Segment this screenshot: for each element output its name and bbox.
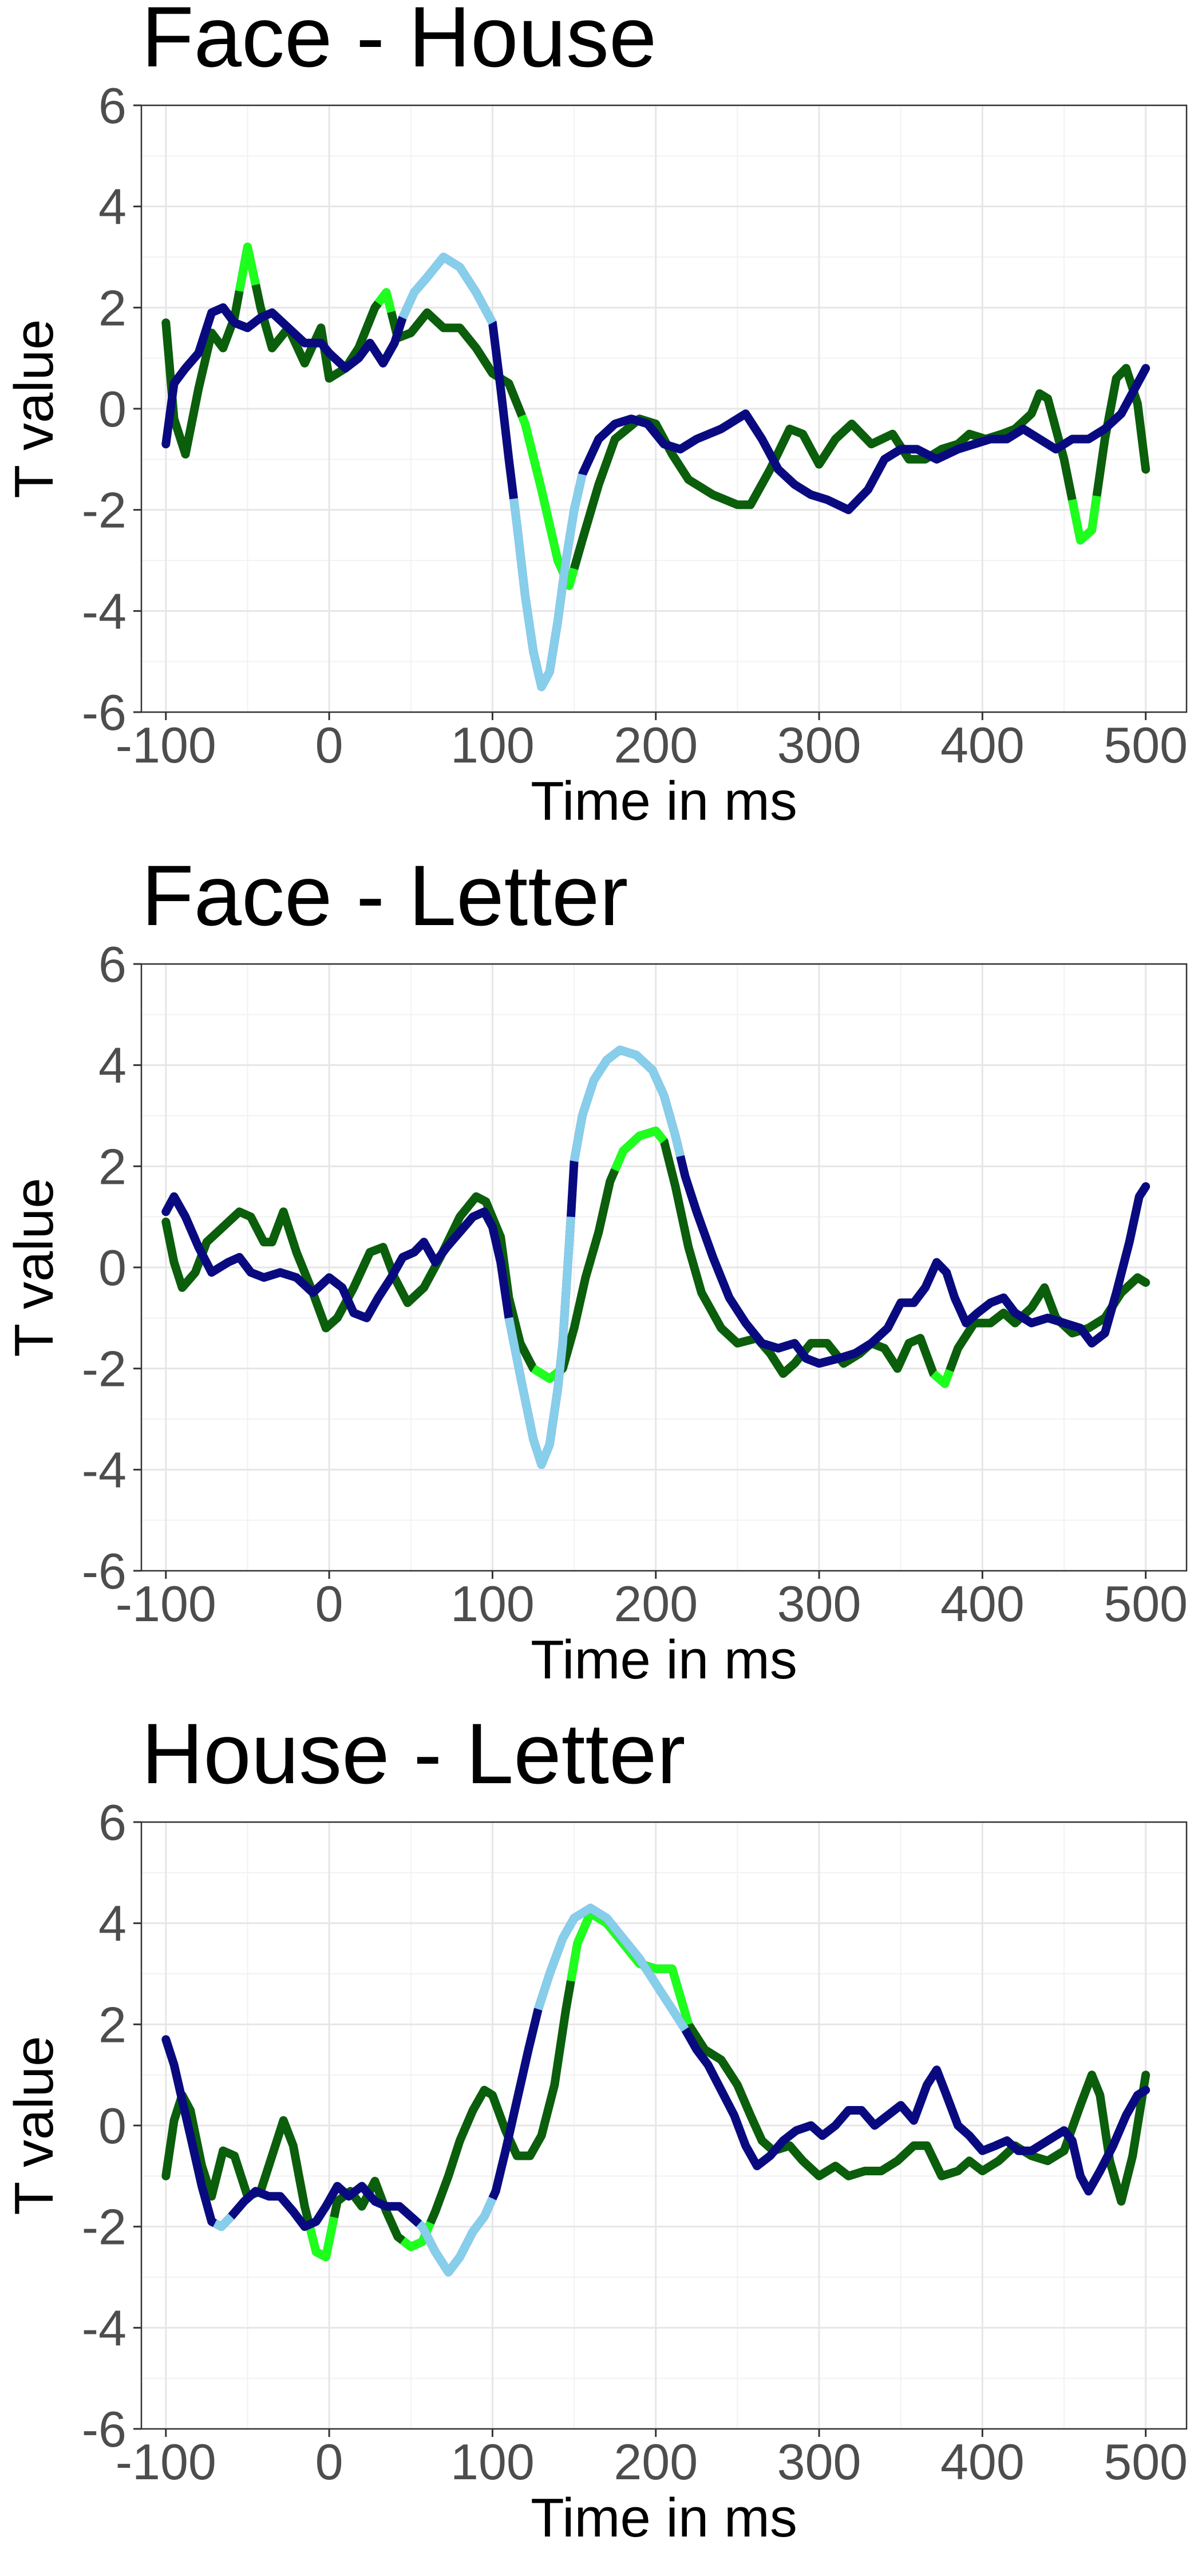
y-tick-label: 0 (98, 2097, 126, 2154)
significant-segment (570, 1045, 685, 1162)
x-tick-label: 200 (614, 1575, 698, 1632)
significant-segment (509, 473, 587, 692)
x-tick-label: 400 (940, 1575, 1025, 1632)
significant-segment (235, 242, 260, 292)
x-tick-label: -100 (116, 2433, 216, 2490)
x-axis-label: Time in ms (531, 2487, 797, 2549)
chart-title: House - Letter (141, 1705, 685, 1801)
significant-segment (517, 414, 579, 590)
x-tick-label: 300 (777, 717, 861, 773)
significant-segment (212, 2213, 235, 2231)
x-tick-label: -100 (116, 717, 216, 773)
y-tick-label: -4 (82, 1441, 126, 1498)
y-tick-label: -2 (82, 482, 126, 539)
y-tick-label: 6 (98, 77, 126, 134)
y-tick-label: 2 (98, 279, 126, 336)
x-tick-label: 400 (940, 717, 1025, 773)
significant-segment (305, 2216, 339, 2262)
x-tick-label: 200 (614, 717, 698, 773)
y-tick-label: 0 (98, 1239, 126, 1296)
significant-segment (416, 2196, 497, 2277)
significant-segment (1067, 495, 1101, 545)
y-tick-label: 4 (98, 1895, 126, 1952)
chart-panel-1: -100 0 100 200 300 400 500 -6 -4 -2 0 2 4 6 Face - Hou… (3, 0, 1188, 832)
chart-title: Face - Letter (141, 847, 628, 943)
y-tick-label: -6 (82, 684, 126, 741)
y-tick-label: 6 (98, 1794, 126, 1851)
y-axis-label: T value (3, 2036, 65, 2215)
y-axis-label: T value (3, 319, 65, 498)
y-tick-label: -4 (82, 583, 126, 639)
series-2 (161, 252, 1150, 692)
x-tick-label: 0 (315, 717, 343, 773)
significant-segment (930, 1369, 954, 1388)
chart-title: Face - House (141, 0, 657, 85)
y-tick-label: -6 (82, 2401, 126, 2458)
significant-segment (534, 1903, 689, 2032)
y-tick-label: -6 (82, 1543, 126, 1599)
significant-segment (374, 288, 396, 313)
x-tick-label: 500 (1104, 1575, 1188, 1632)
significant-segment (398, 252, 497, 325)
x-tick-label: 100 (450, 717, 535, 773)
y-tick-label: 6 (98, 936, 126, 993)
significant-segment (611, 1127, 667, 1172)
x-tick-label: 200 (614, 2433, 698, 2490)
x-tick-label: 400 (940, 2433, 1025, 2490)
x-tick-label: 100 (450, 2433, 535, 2490)
y-tick-label: 2 (98, 1138, 126, 1195)
x-tick-label: 0 (315, 2433, 343, 2490)
x-tick-label: 100 (450, 1575, 535, 1632)
y-tick-label: 2 (98, 1996, 126, 2053)
x-tick-label: 0 (315, 1575, 343, 1632)
y-tick-label: -2 (82, 1341, 126, 1397)
series-2 (161, 1903, 1150, 2277)
significant-segment (504, 1216, 575, 1469)
y-tick-label: 4 (98, 179, 126, 235)
x-tick-label: 300 (777, 2433, 861, 2490)
x-tick-label: 500 (1104, 2433, 1188, 2490)
x-axis-label: Time in ms (531, 1629, 797, 1690)
y-tick-label: -2 (82, 2199, 126, 2255)
chart-panel-3: -100 0 100 200 300 400 500 -6 -4 -2 0 2 4 6 House - Le… (3, 1705, 1188, 2549)
y-tick-label: -4 (82, 2300, 126, 2356)
x-tick-label: -100 (116, 1575, 216, 1632)
y-tick-label: 4 (98, 1037, 126, 1094)
x-axis-label: Time in ms (531, 771, 797, 832)
x-tick-label: 300 (777, 1575, 861, 1632)
series-2 (161, 1045, 1150, 1469)
y-tick-label: 0 (98, 381, 126, 437)
x-tick-label: 500 (1104, 717, 1188, 773)
chart-panel-2: -100 0 100 200 300 400 500 -6 -4 -2 0 2 4 6 Face - Let… (3, 847, 1188, 1690)
y-axis-label: T value (3, 1178, 65, 1357)
